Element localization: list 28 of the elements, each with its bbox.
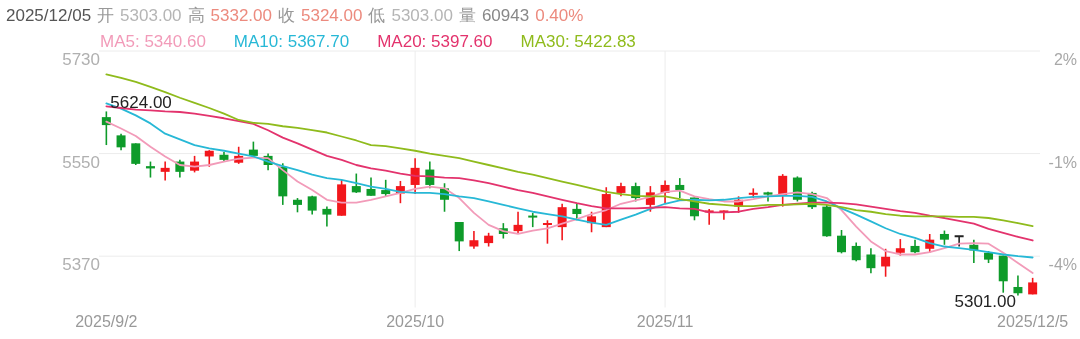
y-tick-label: 5550 — [62, 152, 100, 172]
text: 低 — [368, 6, 386, 25]
annotation: 5301.00 — [954, 291, 1016, 311]
text: 2025/12/05 — [6, 6, 92, 25]
text: MA10: 5367.70 — [233, 32, 350, 51]
x-tick-label: 2025/9/2 — [75, 313, 138, 330]
y2-tick-label: -4% — [1048, 256, 1077, 274]
text: 开 — [97, 6, 115, 25]
text: MA20: 5397.60 — [377, 32, 493, 51]
text: MA30: 5422.83 — [520, 32, 636, 51]
x-tick-label: 2025/12/5 — [997, 313, 1069, 330]
x-tick-label: 2025/10 — [386, 313, 445, 330]
y-tick-label: 5730 — [62, 50, 100, 69]
y2-tick-label: -1% — [1048, 153, 1077, 171]
text: MA5: 5340.60 — [100, 32, 206, 51]
y2-tick-label: 2% — [1053, 51, 1077, 68]
y-tick-label: 5370 — [62, 255, 100, 275]
text: 收 — [278, 6, 295, 25]
text: 5303.00 — [120, 6, 182, 25]
text: 量 — [458, 6, 476, 25]
annotation: 5624.00 — [110, 93, 172, 113]
text: 高 — [187, 6, 205, 25]
text: 60943 — [481, 6, 530, 25]
text: 0.40% — [535, 6, 584, 25]
x-tick-label: 2025/11 — [636, 313, 694, 330]
text: 5324.00 — [301, 6, 363, 25]
text: 5332.00 — [210, 6, 272, 25]
text: 5303.00 — [391, 6, 453, 25]
